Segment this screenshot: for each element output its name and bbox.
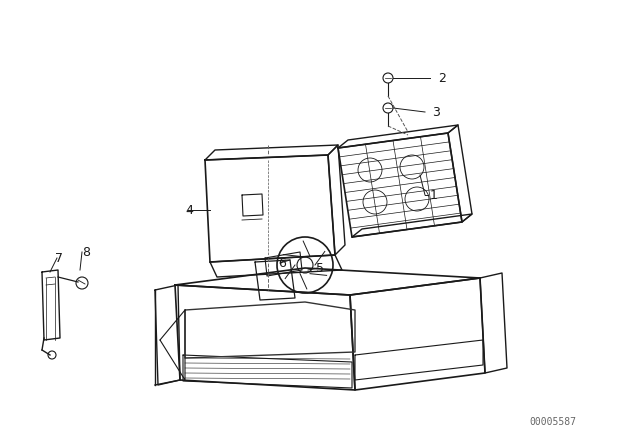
Text: 7: 7 bbox=[55, 251, 63, 264]
Text: 5: 5 bbox=[316, 262, 324, 275]
Text: 3: 3 bbox=[432, 105, 440, 119]
Text: 8: 8 bbox=[82, 246, 90, 258]
Text: 6: 6 bbox=[278, 257, 286, 270]
Text: 2: 2 bbox=[438, 72, 446, 85]
Text: 1: 1 bbox=[430, 189, 438, 202]
Text: 4: 4 bbox=[185, 203, 193, 216]
Text: 00005587: 00005587 bbox=[529, 417, 577, 427]
